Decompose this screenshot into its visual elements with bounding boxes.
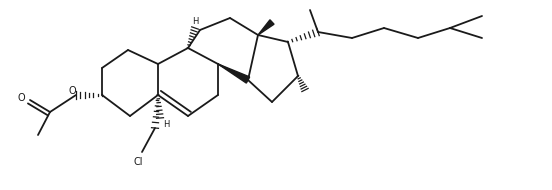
Text: H: H — [163, 120, 169, 128]
Text: O: O — [17, 93, 25, 103]
Text: H: H — [192, 17, 198, 26]
Polygon shape — [258, 20, 274, 35]
Text: O: O — [68, 86, 76, 96]
Text: Cl: Cl — [133, 157, 143, 167]
Polygon shape — [218, 64, 250, 83]
